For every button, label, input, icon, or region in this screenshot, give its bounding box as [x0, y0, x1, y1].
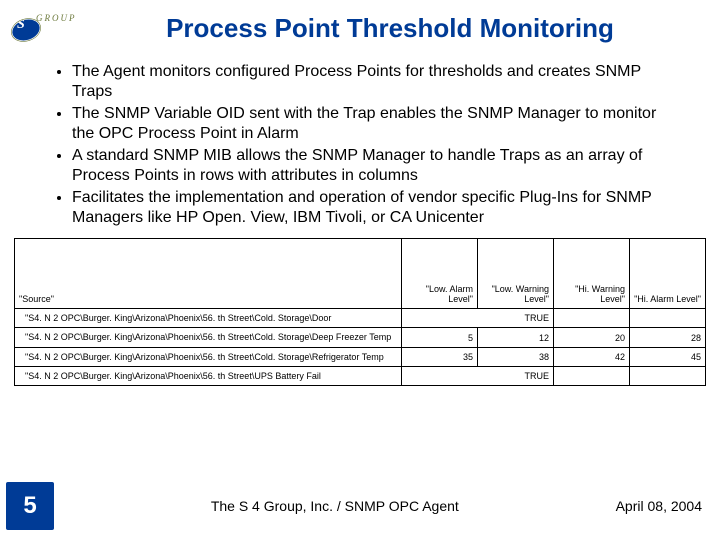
cell-source: "S4. N 2 OPC\Burger. King\Arizona\Phoeni… — [15, 328, 402, 347]
table-row: "S4. N 2 OPC\Burger. King\Arizona\Phoeni… — [15, 367, 706, 386]
bullet-item: The SNMP Variable OID sent with the Trap… — [72, 104, 670, 144]
bullet-item: The Agent monitors configured Process Po… — [72, 62, 670, 102]
bullet-item: Facilitates the implementation and opera… — [72, 188, 670, 228]
header-bar: S 4 GROUP Process Point Threshold Monito… — [0, 0, 720, 52]
cell-hi-warning: 20 — [553, 328, 629, 347]
slide-title: Process Point Threshold Monitoring — [72, 13, 702, 44]
table-row: "S4. N 2 OPC\Burger. King\Arizona\Phoeni… — [15, 309, 706, 328]
source-text: "S4. N 2 OPC\Burger. King\Arizona\Phoeni… — [29, 352, 397, 362]
cell-true: TRUE — [401, 309, 553, 328]
cell-hi-alarm: 45 — [629, 347, 705, 366]
table-header-row: "Source" "Low. Alarm Level" "Low. Warnin… — [15, 239, 706, 309]
threshold-table-wrap: "Source" "Low. Alarm Level" "Low. Warnin… — [0, 238, 720, 386]
cell-hi-alarm: 28 — [629, 328, 705, 347]
cell-source: "S4. N 2 OPC\Burger. King\Arizona\Phoeni… — [15, 347, 402, 366]
cell-empty — [553, 367, 629, 386]
col-source: "Source" — [15, 239, 402, 309]
footer-date: April 08, 2004 — [616, 498, 720, 514]
col-hi-alarm: "Hi. Alarm Level" — [629, 239, 705, 309]
source-text: "S4. N 2 OPC\Burger. King\Arizona\Phoeni… — [29, 332, 397, 342]
cell-low-warning: 12 — [477, 328, 553, 347]
col-low-alarm: "Low. Alarm Level" — [401, 239, 477, 309]
threshold-table: "Source" "Low. Alarm Level" "Low. Warnin… — [14, 238, 706, 386]
col-low-warning: "Low. Warning Level" — [477, 239, 553, 309]
page-number-badge: 5 — [6, 482, 54, 530]
source-text: "S4. N 2 OPC\Burger. King\Arizona\Phoeni… — [29, 313, 397, 323]
footer-center-text: The S 4 Group, Inc. / SNMP OPC Agent — [54, 498, 616, 514]
bullet-list: The Agent monitors configured Process Po… — [0, 52, 720, 238]
cell-source: "S4. N 2 OPC\Burger. King\Arizona\Phoeni… — [15, 367, 402, 386]
cell-low-alarm: 35 — [401, 347, 477, 366]
footer: 5 The S 4 Group, Inc. / SNMP OPC Agent A… — [0, 482, 720, 530]
cell-empty — [629, 309, 705, 328]
bullet-item: A standard SNMP MIB allows the SNMP Mana… — [72, 146, 670, 186]
logo-subtext: GROUP — [36, 14, 77, 23]
cell-low-alarm: 5 — [401, 328, 477, 347]
source-text: "S4. N 2 OPC\Burger. King\Arizona\Phoeni… — [29, 371, 397, 381]
slide: S 4 GROUP Process Point Threshold Monito… — [0, 0, 720, 540]
cell-low-warning: 38 — [477, 347, 553, 366]
table-row: "S4. N 2 OPC\Burger. King\Arizona\Phoeni… — [15, 328, 706, 347]
col-hi-warning: "Hi. Warning Level" — [553, 239, 629, 309]
table-row: "S4. N 2 OPC\Burger. King\Arizona\Phoeni… — [15, 347, 706, 366]
svg-text:4: 4 — [27, 25, 35, 40]
company-logo: S 4 GROUP — [8, 8, 72, 48]
cell-source: "S4. N 2 OPC\Burger. King\Arizona\Phoeni… — [15, 309, 402, 328]
cell-hi-warning: 42 — [553, 347, 629, 366]
cell-empty — [629, 367, 705, 386]
logo-text: GROUP — [36, 14, 77, 23]
cell-empty — [553, 309, 629, 328]
cell-true: TRUE — [401, 367, 553, 386]
